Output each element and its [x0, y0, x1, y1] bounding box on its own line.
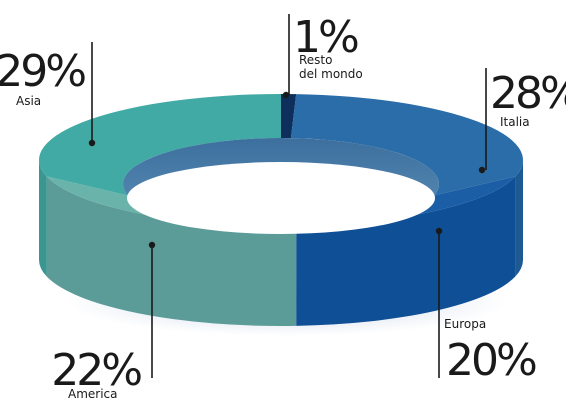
side-wall-america [46, 176, 297, 326]
side-wall-europa [296, 176, 516, 326]
category-label-asia: Asia [16, 94, 41, 108]
category-label-italia: Italia [500, 115, 530, 129]
category-label-resto-del-mondo-line-2: del mondo [299, 67, 363, 81]
value-label-resto-del-mondo: 1% [293, 12, 358, 63]
side-wall-italia [515, 160, 523, 277]
value-label-america: 22% [51, 345, 141, 396]
value-label-europa: 20% [446, 335, 536, 386]
leader-dot-resto-del-mondo [282, 91, 290, 99]
leader-dot-italia [478, 166, 486, 174]
leader-dot-asia [88, 139, 96, 147]
slice-resto-del-mondo [281, 94, 297, 139]
category-label-resto-del-mondo-line-1: Resto [299, 53, 332, 67]
category-label-america: America [68, 387, 118, 400]
category-label-europa: Europa [444, 317, 486, 331]
leader-dot-europa [435, 227, 443, 235]
leader-dot-america [148, 241, 156, 249]
side-wall-asia [39, 160, 47, 277]
slice-italia [290, 94, 523, 196]
slice-asia [38, 94, 281, 196]
value-label-italia: 28% [490, 68, 566, 119]
value-label-asia: 29% [0, 46, 85, 97]
slice-europa [290, 176, 516, 230]
hole-opening [127, 162, 435, 234]
